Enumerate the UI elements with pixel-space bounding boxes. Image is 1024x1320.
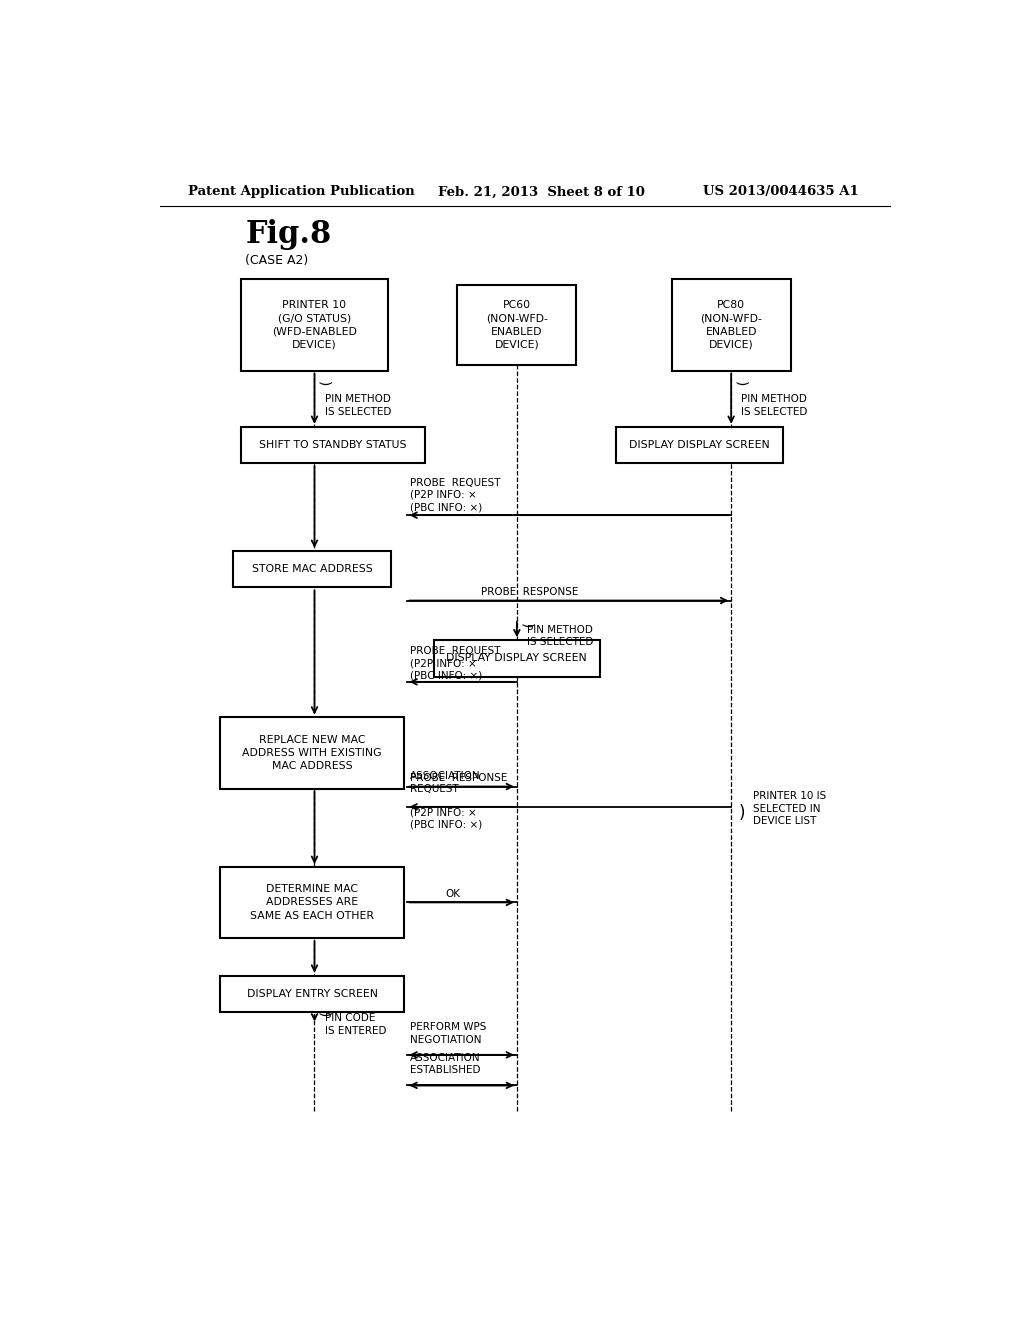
Bar — [458, 285, 577, 364]
Text: PROBE  REQUEST: PROBE REQUEST — [410, 478, 501, 487]
Text: DISPLAY DISPLAY SCREEN: DISPLAY DISPLAY SCREEN — [446, 653, 587, 664]
Text: SHIFT TO STANDBY STATUS: SHIFT TO STANDBY STATUS — [259, 440, 407, 450]
Text: Patent Application Publication: Patent Application Publication — [187, 185, 415, 198]
Bar — [616, 426, 782, 463]
Text: OK: OK — [445, 890, 461, 899]
Text: Fig.8: Fig.8 — [246, 219, 332, 249]
Bar — [220, 718, 404, 788]
Bar — [232, 550, 391, 587]
Text: PC80
(NON-WFD-
ENABLED
DEVICE): PC80 (NON-WFD- ENABLED DEVICE) — [700, 300, 762, 350]
Text: Feb. 21, 2013  Sheet 8 of 10: Feb. 21, 2013 Sheet 8 of 10 — [437, 185, 644, 198]
Text: PRINTER 10
(G/O STATUS)
(WFD-ENABLED
DEVICE): PRINTER 10 (G/O STATUS) (WFD-ENABLED DEV… — [272, 300, 357, 350]
Bar — [241, 426, 425, 463]
Text: PIN CODE
IS ENTERED: PIN CODE IS ENTERED — [325, 1014, 386, 1036]
Text: (P2P INFO: ×: (P2P INFO: × — [410, 659, 476, 669]
Text: DISPLAY DISPLAY SCREEN: DISPLAY DISPLAY SCREEN — [629, 440, 770, 450]
Bar — [220, 867, 404, 939]
Text: PIN METHOD
IS SELECTED: PIN METHOD IS SELECTED — [325, 395, 391, 417]
Text: (PBC INFO: ×): (PBC INFO: ×) — [410, 820, 482, 829]
Bar — [241, 280, 388, 371]
Text: DISPLAY ENTRY SCREEN: DISPLAY ENTRY SCREEN — [247, 989, 378, 999]
Text: PROBE  RESPONSE: PROBE RESPONSE — [481, 587, 579, 598]
Text: ): ) — [316, 381, 331, 387]
Text: PROBE  REQUEST: PROBE REQUEST — [410, 647, 501, 656]
Text: ): ) — [316, 1011, 331, 1016]
Text: PERFORM WPS
NEGOTIATION: PERFORM WPS NEGOTIATION — [410, 1022, 486, 1044]
Text: (P2P INFO: ×: (P2P INFO: × — [410, 490, 476, 500]
Text: ): ) — [739, 804, 745, 822]
Text: ): ) — [519, 623, 534, 628]
Text: STORE MAC ADDRESS: STORE MAC ADDRESS — [252, 564, 373, 574]
Text: (P2P INFO: ×: (P2P INFO: × — [410, 807, 476, 817]
Text: PRINTER 10 IS
SELECTED IN
DEVICE LIST: PRINTER 10 IS SELECTED IN DEVICE LIST — [754, 792, 826, 826]
Text: PROBE  RESPONSE: PROBE RESPONSE — [410, 774, 507, 784]
Text: DETERMINE MAC
ADDRESSES ARE
SAME AS EACH OTHER: DETERMINE MAC ADDRESSES ARE SAME AS EACH… — [250, 884, 374, 920]
Text: ASSOCIATION
REQUEST: ASSOCIATION REQUEST — [410, 771, 480, 793]
Text: PIN METHOD
IS SELECTED: PIN METHOD IS SELECTED — [741, 395, 808, 417]
Text: REPLACE NEW MAC
ADDRESS WITH EXISTING
MAC ADDRESS: REPLACE NEW MAC ADDRESS WITH EXISTING MA… — [243, 735, 382, 771]
Text: (PBC INFO: ×): (PBC INFO: ×) — [410, 502, 482, 512]
Text: ASSOCIATION
ESTABLISHED: ASSOCIATION ESTABLISHED — [410, 1053, 480, 1076]
Text: (PBC INFO: ×): (PBC INFO: ×) — [410, 671, 482, 681]
Bar — [433, 640, 600, 677]
Text: ): ) — [733, 381, 748, 387]
Text: US 2013/0044635 A1: US 2013/0044635 A1 — [703, 185, 859, 198]
Bar — [220, 975, 404, 1012]
Text: PIN METHOD
IS SELECTED: PIN METHOD IS SELECTED — [527, 624, 594, 647]
Text: (CASE A2): (CASE A2) — [246, 253, 308, 267]
Bar — [672, 280, 791, 371]
Text: PC60
(NON-WFD-
ENABLED
DEVICE): PC60 (NON-WFD- ENABLED DEVICE) — [486, 300, 548, 350]
